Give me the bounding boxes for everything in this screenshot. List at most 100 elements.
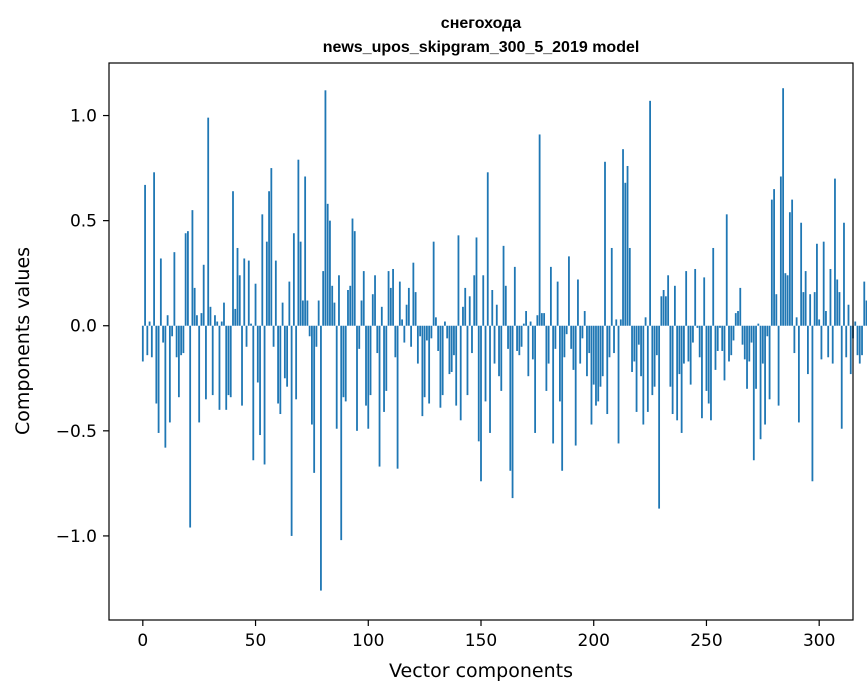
bar: [834, 178, 836, 326]
bar: [491, 290, 494, 326]
bar: [660, 296, 663, 326]
bar: [425, 325, 428, 341]
bar: [775, 294, 778, 326]
y-axis-label: Components values: [12, 247, 34, 435]
bar: [317, 300, 320, 326]
bar: [520, 325, 523, 347]
bar: [250, 323, 252, 326]
bar: [369, 325, 372, 396]
bar: [171, 325, 174, 337]
bar: [218, 325, 221, 410]
bar: [421, 325, 424, 417]
bar: [234, 308, 237, 326]
y-tick-label: 0.0: [70, 317, 97, 337]
bar: [540, 313, 543, 326]
bar: [642, 325, 645, 425]
bar: [838, 292, 841, 326]
bar: [865, 300, 867, 326]
bar: [655, 325, 658, 356]
bar: [446, 325, 449, 339]
bar: [534, 325, 537, 433]
bar: [457, 235, 460, 326]
bar: [646, 325, 649, 412]
bar: [734, 313, 737, 326]
bar: [615, 319, 618, 326]
bar: [595, 325, 597, 406]
bar: [552, 325, 555, 444]
bar: [861, 325, 863, 356]
bar: [378, 325, 381, 467]
bar: [714, 325, 717, 370]
bar: [216, 321, 219, 326]
bar: [227, 325, 230, 396]
bar: [696, 325, 699, 328]
bar: [189, 325, 192, 528]
bar: [279, 325, 282, 415]
bar: [464, 287, 467, 326]
bar: [331, 285, 334, 326]
bar: [428, 325, 431, 404]
bar: [311, 325, 313, 425]
bar-series: [141, 88, 867, 591]
x-tick-label: 200: [578, 631, 610, 651]
bar: [768, 325, 771, 400]
bar: [856, 325, 859, 356]
bar: [453, 325, 455, 356]
bar: [644, 317, 647, 326]
bar: [410, 325, 413, 347]
bar: [459, 325, 462, 421]
bar: [243, 258, 246, 326]
bar: [482, 275, 485, 326]
bar: [586, 325, 588, 377]
bar: [376, 325, 379, 354]
bar: [394, 325, 397, 358]
bar: [637, 325, 640, 345]
bar: [588, 325, 591, 354]
bar: [631, 325, 633, 372]
x-tick-label: 150: [465, 631, 497, 651]
bar: [664, 296, 667, 326]
bar: [444, 321, 446, 326]
bar: [563, 325, 566, 358]
bar: [809, 294, 812, 326]
bar: [333, 302, 336, 326]
x-axis-label: Vector components: [389, 660, 573, 682]
bar: [162, 325, 165, 343]
plot-frame: [108, 62, 854, 621]
bar: [168, 325, 171, 423]
bar: [547, 325, 550, 364]
bar: [238, 275, 241, 326]
bar: [795, 317, 798, 326]
bar: [360, 300, 363, 326]
bar: [847, 304, 850, 326]
bar: [392, 268, 394, 326]
bar: [477, 325, 480, 442]
bar: [739, 287, 742, 326]
bar: [858, 325, 861, 364]
bar: [292, 233, 295, 326]
bar: [489, 325, 491, 433]
bar: [705, 325, 708, 391]
bar: [342, 325, 345, 398]
bar: [200, 313, 203, 326]
bar: [365, 325, 367, 406]
bar: [322, 271, 325, 326]
bar: [193, 287, 196, 326]
bar: [764, 325, 766, 425]
bar: [525, 311, 527, 326]
bar: [439, 325, 442, 408]
bar: [604, 161, 606, 326]
bar: [811, 325, 814, 482]
bar: [274, 260, 277, 326]
bar: [822, 241, 825, 326]
bar: [335, 325, 338, 429]
bar: [549, 266, 552, 326]
bar: [698, 325, 701, 358]
bar: [396, 325, 399, 469]
bar: [770, 199, 773, 326]
bar: [527, 325, 530, 377]
bar: [610, 247, 613, 326]
bar: [471, 325, 473, 354]
chart-title: снегохода: [441, 15, 522, 32]
